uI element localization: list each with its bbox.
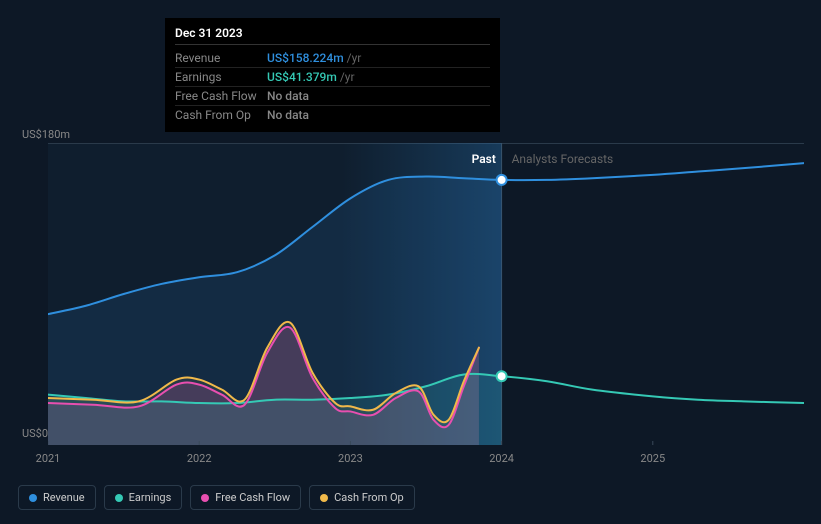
tooltip-metric-unit: /yr bbox=[340, 70, 355, 84]
legend-item[interactable]: Revenue bbox=[18, 485, 96, 510]
tooltip-metric-value: US$158.224m bbox=[267, 51, 344, 65]
tooltip-metric-label: Cash From Op bbox=[175, 108, 267, 122]
chart-plot[interactable] bbox=[48, 143, 804, 445]
legend-label: Revenue bbox=[43, 491, 85, 504]
legend-item[interactable]: Cash From Op bbox=[309, 485, 415, 510]
tooltip-row: EarningsUS$41.379m/yr bbox=[175, 68, 490, 87]
tooltip-metric-label: Revenue bbox=[175, 51, 267, 65]
x-axis-label: 2021 bbox=[36, 452, 61, 465]
y-axis-min: US$0 bbox=[22, 427, 48, 440]
y-axis-max: US$180m bbox=[22, 128, 70, 141]
chart-tooltip: Dec 31 2023 RevenueUS$158.224m/yrEarning… bbox=[165, 18, 500, 132]
x-axis-label: 2022 bbox=[187, 452, 212, 465]
legend-label: Earnings bbox=[129, 491, 172, 504]
tooltip-row: Cash From OpNo data bbox=[175, 106, 490, 124]
x-axis-label: 2025 bbox=[640, 452, 665, 465]
legend-dot bbox=[115, 494, 123, 502]
tooltip-metric-unit: /yr bbox=[347, 51, 362, 65]
x-axis-label: 2023 bbox=[338, 452, 363, 465]
legend-item[interactable]: Earnings bbox=[104, 485, 183, 510]
legend-dot bbox=[320, 494, 328, 502]
tooltip-row: RevenueUS$158.224m/yr bbox=[175, 49, 490, 68]
tooltip-metric-label: Free Cash Flow bbox=[175, 89, 267, 103]
tooltip-metric-label: Earnings bbox=[175, 70, 267, 84]
tooltip-metric-value: US$41.379m bbox=[267, 70, 337, 84]
legend-label: Cash From Op bbox=[334, 491, 404, 504]
x-axis: 20212022202320242025 bbox=[48, 452, 804, 472]
x-axis-label: 2024 bbox=[489, 452, 514, 465]
legend-label: Free Cash Flow bbox=[215, 491, 290, 504]
legend-dot bbox=[29, 494, 37, 502]
tooltip-metric-value: No data bbox=[267, 89, 309, 103]
tooltip-row: Free Cash FlowNo data bbox=[175, 87, 490, 106]
legend-item[interactable]: Free Cash Flow bbox=[190, 485, 301, 510]
tooltip-metric-value: No data bbox=[267, 108, 309, 122]
region-label-forecast: Analysts Forecasts bbox=[512, 152, 614, 166]
legend: Revenue Earnings Free Cash Flow Cash From O… bbox=[18, 485, 415, 510]
region-label-past: Past bbox=[472, 152, 496, 166]
tooltip-date: Dec 31 2023 bbox=[175, 26, 490, 45]
legend-dot bbox=[201, 494, 209, 502]
